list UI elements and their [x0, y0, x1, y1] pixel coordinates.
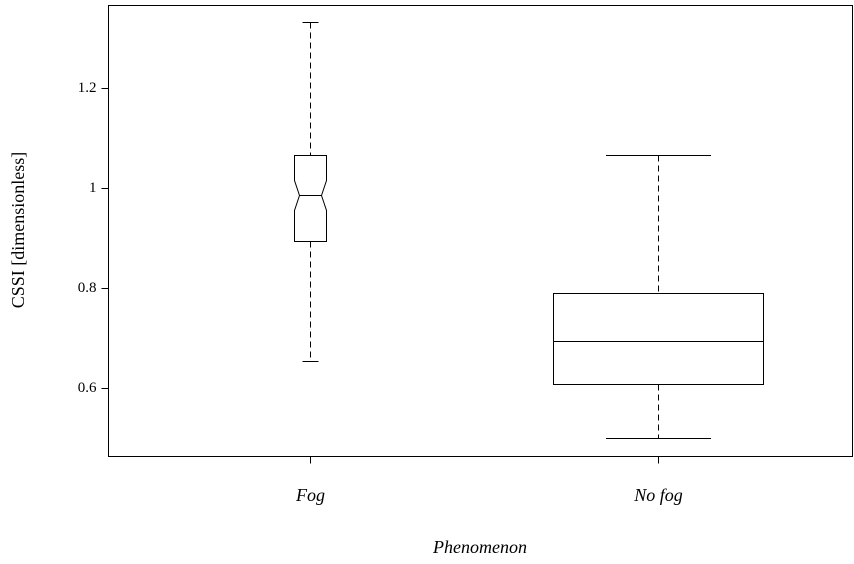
x-tick-label: Fog — [295, 485, 325, 505]
box — [294, 155, 327, 242]
y-tick-label: 1.2 — [78, 80, 97, 96]
box — [553, 293, 764, 385]
x-tick-label: No fog — [633, 485, 683, 505]
y-tick-label: 1 — [89, 180, 97, 196]
x-axis-label: Phenomenon — [432, 537, 527, 557]
y-axis-label: CSSI [dimensionless] — [8, 152, 28, 309]
y-tick-label: 0.8 — [78, 280, 97, 296]
plot-frame — [108, 5, 853, 457]
y-tick-label: 0.6 — [78, 380, 97, 396]
